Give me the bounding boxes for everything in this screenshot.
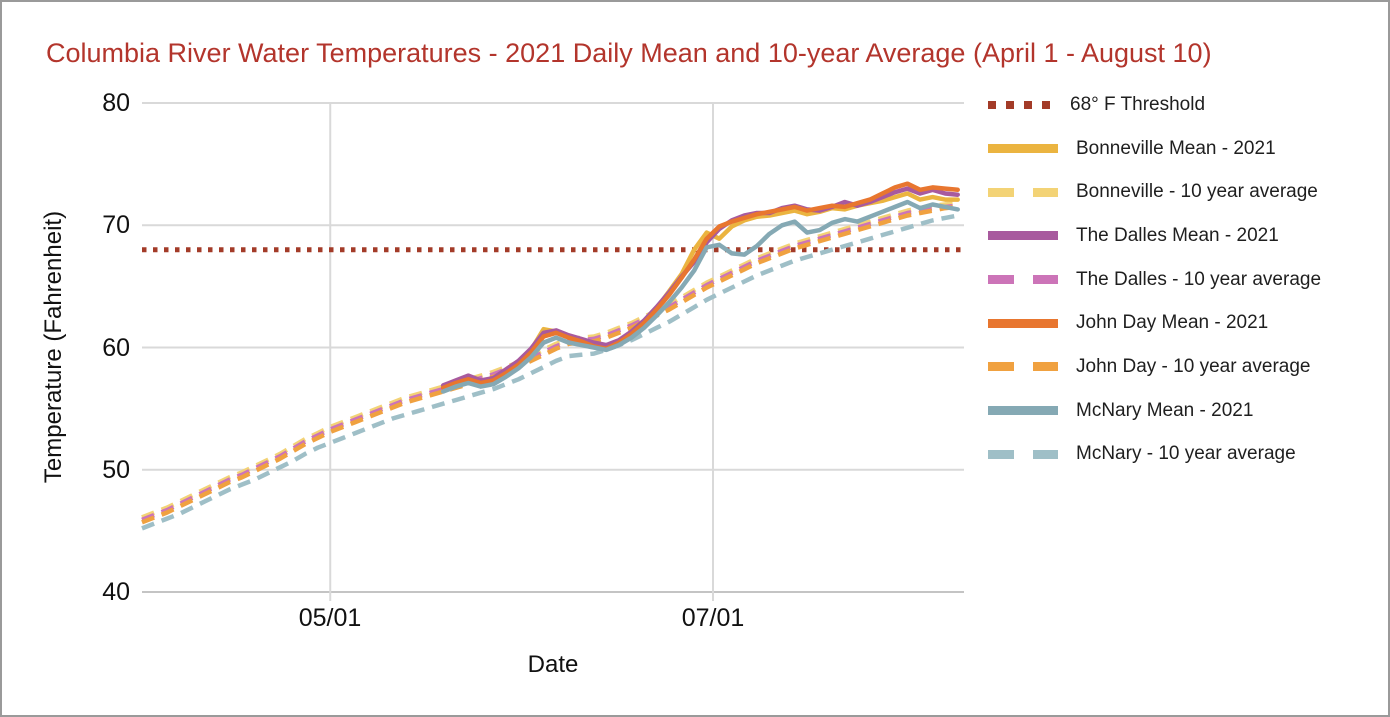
y-axis-title: Temperature (Fahrenheit) (40, 210, 67, 484)
legend-label: Bonneville - 10 year average (1076, 181, 1318, 203)
legend-label: John Day - 10 year average (1076, 355, 1311, 377)
legend-item-dalles-mean: The Dalles Mean - 2021 (988, 214, 1383, 258)
legend-label: John Day Mean - 2021 (1076, 312, 1269, 334)
legend-item-mcnary-mean: McNary Mean - 2021 (988, 389, 1383, 433)
x-tick-0501: 05/01 (298, 604, 362, 632)
y-tick-40: 40 (102, 578, 130, 606)
legend-item-dalles-average: The Dalles - 10 year average (988, 258, 1383, 302)
legend-label: McNary Mean - 2021 (1076, 399, 1254, 421)
legend-label: The Dalles Mean - 2021 (1076, 224, 1279, 246)
legend-item-bonneville-mean: Bonneville Mean - 2021 (988, 127, 1383, 171)
legend-item-johnday-average: John Day - 10 year average (988, 345, 1383, 389)
legend-label: The Dalles - 10 year average (1076, 268, 1322, 290)
y-tick-80: 80 (102, 89, 130, 117)
johnday-average-swatch (988, 362, 1058, 372)
legend-label: Bonneville Mean - 2021 (1076, 137, 1276, 159)
series-line-mcnary-mean-2021 (440, 199, 960, 394)
dalles-average-swatch (988, 275, 1058, 285)
bonneville-mean-swatch (988, 144, 1058, 154)
y-tick-60: 60 (102, 334, 130, 362)
series-line-john-day-mean-2021 (440, 181, 960, 391)
johnday-mean-swatch (988, 318, 1058, 328)
legend-label: 68° F Threshold (1070, 93, 1206, 115)
chart-legend: 68° F Threshold Bonneville Mean - 2021 B… (988, 83, 1383, 476)
legend-item-bonneville-average: Bonneville - 10 year average (988, 170, 1383, 214)
x-tick-0701: 07/01 (681, 604, 745, 632)
legend-item-johnday-mean: John Day Mean - 2021 (988, 301, 1383, 345)
mcnary-mean-swatch (988, 406, 1058, 416)
mcnary-average-swatch (988, 449, 1058, 459)
legend-item-threshold: 68° F Threshold (988, 83, 1383, 127)
y-tick-70: 70 (102, 211, 130, 239)
threshold-swatch (988, 100, 1052, 109)
legend-item-mcnary-average: McNary - 10 year average (988, 433, 1383, 477)
series-line-john-day-10-year-average (141, 204, 958, 525)
series-line-mcnary-10-year-average (141, 213, 959, 531)
chart-title: Columbia River Water Temperatures - 2021… (46, 38, 1212, 68)
x-axis-title: Date (527, 651, 579, 678)
y-tick-50: 50 (102, 456, 130, 484)
legend-label: McNary - 10 year average (1076, 443, 1296, 465)
dalles-mean-swatch (988, 231, 1058, 241)
bonneville-average-swatch (988, 187, 1058, 197)
